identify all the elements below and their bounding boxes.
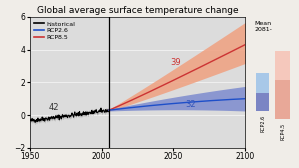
Text: 42: 42 <box>48 103 59 113</box>
Text: RCP4.5: RCP4.5 <box>280 123 285 140</box>
Bar <box>275 51 290 80</box>
Title: Global average surface temperature change: Global average surface temperature chang… <box>37 6 238 15</box>
Legend: historical, RCP2.6, RCP8.5: historical, RCP2.6, RCP8.5 <box>33 20 76 42</box>
Text: RCP2.6: RCP2.6 <box>260 115 265 132</box>
Text: 32: 32 <box>185 100 196 109</box>
Bar <box>256 73 269 93</box>
Bar <box>256 78 269 111</box>
Text: Mean
2081-: Mean 2081- <box>255 21 273 32</box>
Bar <box>275 60 290 119</box>
Text: 39: 39 <box>170 58 181 67</box>
